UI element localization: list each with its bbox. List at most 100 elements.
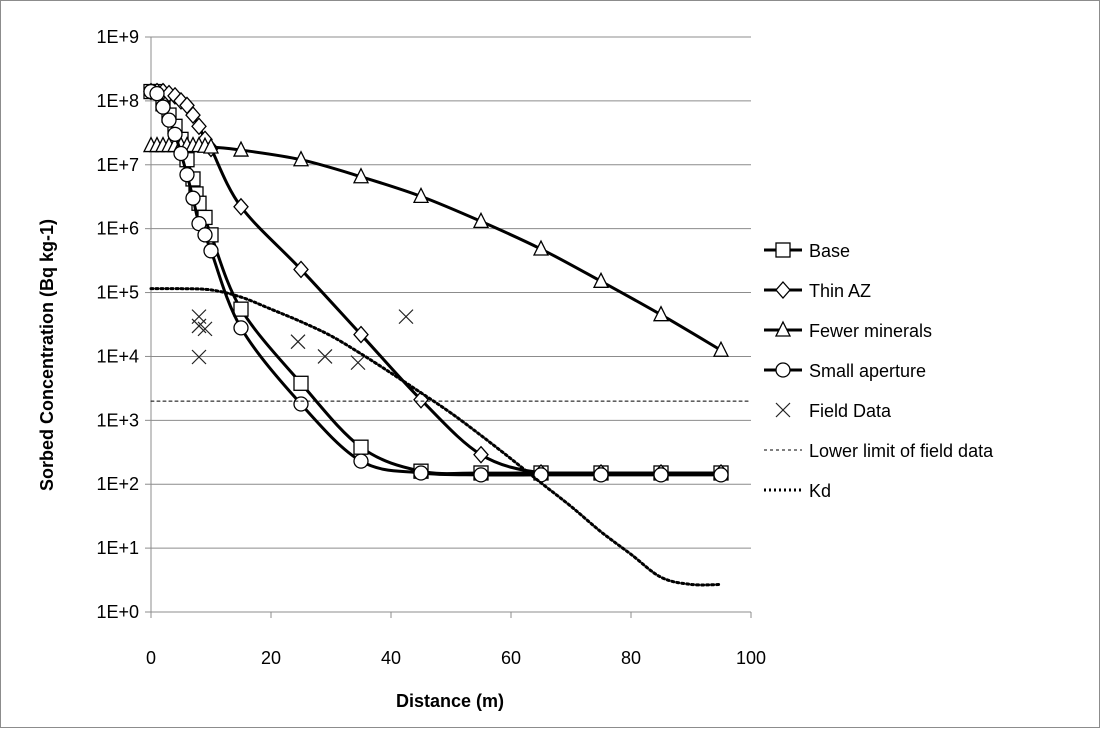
legend-item-base: Base [764,241,850,261]
legend-swatch-marker [774,320,792,337]
y-tick-label: 1E+8 [96,91,139,111]
x-marker-stroke [191,349,207,365]
x-marker-stroke [350,355,366,371]
fewer-minerals-point [592,271,610,288]
small-aperture-point [167,126,183,142]
small-aperture-point [413,465,429,481]
x-tick-label: 0 [146,648,156,668]
fewer-minerals-point [292,150,310,167]
y-tick-label: 1E+3 [96,410,139,430]
thin-az-point [293,260,309,279]
legend-label-small-aperture: Small aperture [809,361,926,381]
series-line-kd [149,287,723,587]
fewer-minerals-point [712,340,730,357]
field-data-point [197,321,213,337]
thin-az-point [191,117,207,136]
x-tick-label: 20 [261,648,281,668]
legend-swatch-marker [775,242,791,258]
legend-swatch-marker [775,362,791,378]
legend-label-kd: Kd [809,481,831,501]
series-fewer-minerals [142,136,730,357]
series-thin-az [143,82,729,482]
legend-label-lower-limit: Lower limit of field data [809,441,994,461]
y-tick-label: 1E+0 [96,602,139,622]
legend-item-field-data: Field Data [775,401,892,421]
x-tick-label: 60 [501,648,521,668]
y-tick-label: 1E+7 [96,155,139,175]
legend-item-kd: Kd [764,481,831,501]
small-aperture-point [173,145,189,162]
legend: Base Thin AZ Fewer minerals Small aperture F… [764,241,994,501]
field-data-point [398,309,414,325]
thin-az-point [233,197,249,216]
fewer-minerals-point [652,305,670,322]
thin-az-point [185,106,201,125]
legend-label-field-data: Field Data [809,401,892,421]
legend-item-small-aperture: Small aperture [764,361,926,381]
field-data-point [191,349,207,365]
fewer-minerals-point [232,140,250,157]
fewer-minerals-point [352,167,370,184]
legend-label-thin-az: Thin AZ [809,281,871,301]
field-data-point [350,355,366,371]
thin-az-point [353,325,369,344]
base-point [233,301,249,317]
fewer-minerals-point [532,239,550,256]
legend-label-base: Base [809,241,850,261]
x-marker-stroke [398,309,414,325]
fewer-minerals-point [412,186,430,204]
small-aperture-point [233,320,249,336]
small-aperture-point [653,467,669,483]
x-axis-title: Distance (m) [396,691,504,711]
x-marker-stroke [191,318,207,334]
field-data-point [191,318,207,334]
fewer-minerals-point [472,211,490,229]
legend-item-fewer-minerals: Fewer minerals [764,320,932,341]
fewer-minerals-point [202,137,220,154]
y-tick-label: 1E+6 [96,219,139,239]
gridlines [151,36,751,613]
legend-label-fewer-minerals: Fewer minerals [809,321,932,341]
x-tick-label: 100 [736,648,766,668]
legend-item-lower-limit: Lower limit of field data [764,441,994,461]
small-aperture-point [155,99,171,115]
small-aperture-point [473,467,489,483]
y-tick-label: 1E+9 [96,27,139,47]
small-aperture-point [197,227,213,243]
x-marker-stroke [290,334,306,350]
small-aperture-point [161,112,177,128]
x-marker-stroke [775,402,791,418]
legend-swatch-marker [775,281,791,299]
field-data-point [290,334,306,350]
series-layer [142,82,752,587]
small-aperture-point [203,243,219,259]
small-aperture-point [713,467,729,483]
small-aperture-point [293,396,309,412]
y-tick-label: 1E+1 [96,538,139,558]
x-marker-stroke [317,349,333,364]
small-aperture-point [185,190,201,206]
small-aperture-point [593,467,609,483]
y-tick-label: 1E+5 [96,283,139,303]
small-aperture-point [149,85,165,102]
series-small-aperture [143,83,729,483]
x-tick-label: 80 [621,648,641,668]
x-marker-stroke [197,321,213,337]
legend-swatch-marker [775,402,791,418]
thin-az-point [473,445,489,464]
x-tick-label: 40 [381,648,401,668]
base-point [293,375,309,391]
axes: 1E+0 1E+1 1E+2 1E+3 1E+4 1E+5 1E+6 1E+7 1E+8 1E+9… [96,27,766,668]
y-tick-label: 1E+4 [96,346,139,366]
legend-item-thin-az: Thin AZ [764,281,871,301]
y-tick-label: 1E+2 [96,474,139,494]
y-axis-title: Sorbed Concentration (Bq kg-1) [37,219,57,491]
series-kd [149,287,723,587]
field-data-point [317,349,333,364]
small-aperture-point [353,453,369,469]
small-aperture-point [179,167,195,183]
series-field-data [191,309,414,371]
base-point [353,439,369,455]
